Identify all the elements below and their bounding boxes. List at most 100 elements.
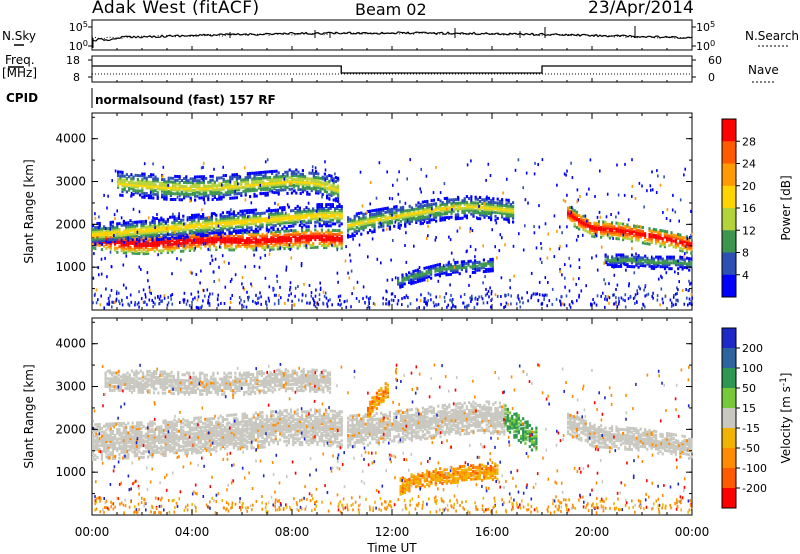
range-cell — [617, 261, 620, 265]
range-cell — [340, 216, 343, 220]
range-cell — [167, 176, 170, 180]
range-cell — [169, 233, 172, 237]
range-cell — [114, 230, 117, 234]
range-cell — [100, 449, 103, 453]
range-cell — [119, 176, 122, 180]
range-cell — [96, 243, 99, 247]
range-cell — [235, 176, 238, 180]
speckle-cell — [462, 301, 464, 305]
range-cell — [296, 246, 299, 250]
speckle-cell — [485, 178, 487, 182]
range-cell — [446, 212, 449, 216]
speckle-cell — [268, 285, 271, 289]
speckle-cell — [518, 297, 520, 301]
speckle-cell — [310, 291, 313, 295]
speckle-cell — [593, 301, 596, 305]
range-cell — [452, 207, 455, 211]
range-cell — [138, 235, 141, 239]
speckle-cell — [530, 294, 533, 298]
range-cell — [127, 241, 130, 245]
range-cell — [349, 219, 352, 223]
range-cell — [125, 251, 128, 255]
range-cell — [248, 209, 251, 212]
range-cell — [481, 211, 484, 215]
speckle-cell — [478, 204, 480, 208]
speckle-cell — [471, 229, 474, 233]
range-cell — [141, 172, 144, 176]
range-cell — [254, 227, 257, 231]
speckle-cell — [182, 298, 185, 302]
range-cell — [279, 214, 282, 218]
range-cell — [304, 188, 307, 192]
range-cell — [334, 240, 337, 244]
range-cell — [199, 224, 202, 228]
range-cell — [281, 239, 284, 243]
speckle-cell — [242, 305, 245, 309]
range-cell — [261, 244, 264, 248]
range-cell — [109, 236, 112, 240]
speckle-cell — [319, 218, 321, 221]
range-cell — [235, 244, 238, 248]
range-cell — [154, 192, 157, 196]
speckle-cell — [509, 278, 511, 282]
speckle-cell — [494, 245, 496, 249]
range-cell — [619, 230, 622, 233]
range-cell — [441, 216, 444, 220]
speckle-cell — [317, 303, 320, 307]
range-cell — [248, 214, 251, 218]
range-cell — [177, 228, 180, 232]
speckle-cell — [669, 219, 672, 223]
range-cell — [237, 215, 240, 219]
speckle-cell — [676, 286, 678, 290]
range-cell — [304, 186, 307, 190]
speckle-cell — [195, 305, 198, 309]
speckle-cell — [657, 257, 659, 261]
range-cell — [152, 179, 155, 183]
range-cell — [428, 218, 431, 222]
range-cell — [202, 213, 205, 216]
range-cell — [114, 232, 117, 236]
speckle-cell — [453, 265, 456, 269]
range-cell — [635, 230, 638, 234]
range-cell — [133, 236, 136, 240]
speckle-cell — [686, 237, 689, 241]
range-cell — [125, 176, 128, 180]
range-cell — [337, 188, 340, 192]
range-cell — [463, 264, 466, 268]
range-cell — [399, 208, 402, 212]
speckle-cell — [326, 304, 329, 308]
range-cell — [419, 271, 422, 275]
range-cell — [428, 211, 431, 214]
speckle-cell — [489, 174, 492, 177]
range-cell — [320, 214, 323, 218]
range-cell — [402, 213, 405, 217]
range-cell — [279, 182, 282, 186]
speckle-cell — [305, 244, 307, 248]
range-cell — [674, 238, 677, 242]
range-cell — [127, 234, 130, 238]
speckle-cell — [109, 250, 112, 254]
range-cell — [303, 208, 306, 212]
range-cell — [371, 222, 374, 226]
speckle-cell — [426, 303, 428, 307]
range-cell — [448, 206, 451, 210]
speckle-cell — [375, 196, 378, 200]
range-cell — [119, 180, 122, 184]
range-cell — [360, 217, 363, 221]
range-cell — [160, 230, 163, 234]
speckle-cell — [544, 293, 546, 297]
range-cell — [119, 182, 122, 186]
range-cell — [138, 220, 141, 224]
range-cell — [296, 212, 299, 216]
range-cell — [571, 215, 574, 219]
range-cell — [325, 220, 328, 224]
range-cell — [218, 190, 221, 193]
range-cell — [166, 225, 169, 229]
range-cell — [644, 260, 647, 264]
range-cell — [121, 170, 124, 174]
range-cell — [197, 213, 200, 217]
range-cell — [413, 215, 416, 219]
range-cell — [375, 218, 378, 222]
range-cell — [340, 242, 343, 246]
range-cell — [237, 211, 240, 215]
